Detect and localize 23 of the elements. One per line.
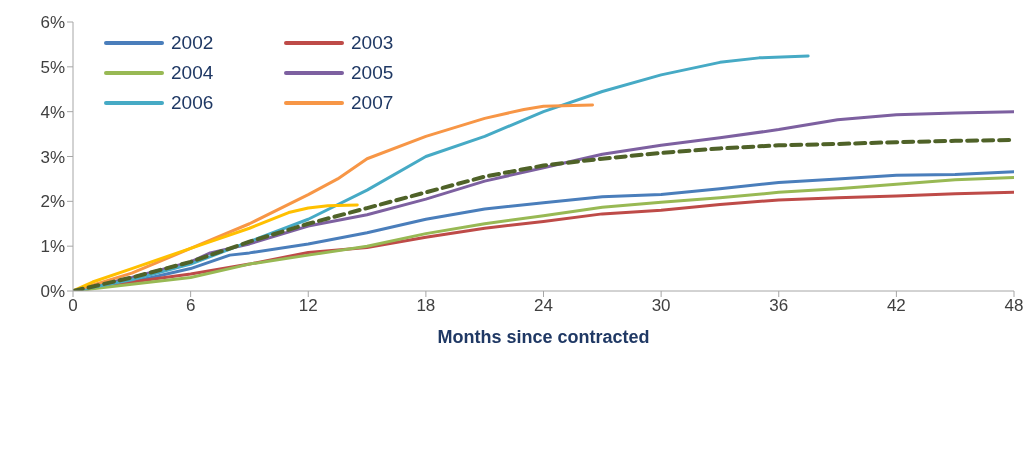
x-tick-label: 36 (769, 296, 789, 316)
x-tick-label: 30 (651, 296, 671, 316)
legend-label: 2002 (171, 32, 214, 54)
y-tick-label: 4% (40, 102, 65, 122)
y-tick-label: 5% (40, 57, 65, 77)
x-tick-label: 6 (185, 296, 196, 316)
x-tick-label: 0 (68, 296, 78, 316)
x-tick-label: 24 (534, 296, 553, 316)
y-tick-label: 1% (40, 237, 65, 257)
x-tick-label: 42 (886, 296, 906, 316)
y-tick-label: 0% (40, 282, 65, 302)
y-tick-label: 3% (40, 147, 65, 167)
legend-label: 2006 (171, 92, 214, 114)
legend-label: 2003 (351, 32, 394, 54)
y-tick-label: 2% (40, 192, 65, 212)
legend-label: 2005 (351, 62, 394, 84)
legend-label: 2007 (351, 92, 394, 114)
x-tick-label: 12 (298, 296, 318, 316)
x-tick-label: 18 (416, 296, 436, 316)
x-tick-label: 48 (1004, 296, 1024, 316)
y-tick-label: 6% (40, 13, 65, 33)
x-axis-title: Months since contracted (437, 327, 650, 347)
legend-label: 2004 (171, 62, 214, 84)
